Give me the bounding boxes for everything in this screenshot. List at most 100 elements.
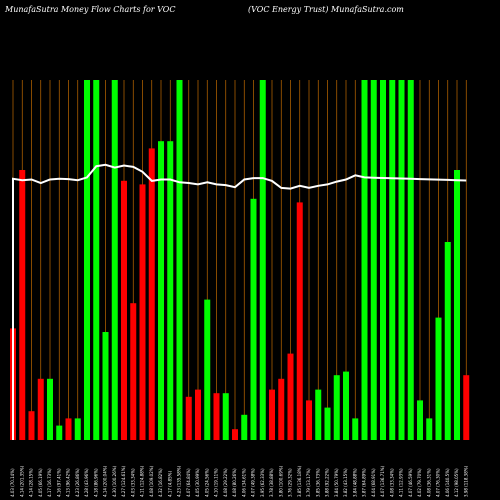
tick-label: 4.28 (43.96%) bbox=[84, 468, 89, 497]
bar bbox=[167, 141, 174, 440]
tick-label: 4.05 (30.99%) bbox=[195, 468, 200, 497]
tick-label: 4.12 (98.05%) bbox=[454, 468, 459, 497]
bar bbox=[74, 418, 81, 440]
tick-label: 4.30 (100.26%) bbox=[112, 465, 117, 497]
bar bbox=[435, 317, 442, 440]
tick-label: 4.18 (86.96%) bbox=[93, 468, 98, 497]
bar bbox=[444, 242, 451, 440]
bar bbox=[454, 170, 460, 440]
tick-label: 3.98 (118.38%) bbox=[463, 465, 468, 497]
bar bbox=[352, 418, 359, 440]
bar bbox=[278, 378, 285, 440]
tick-label: 4.14 (28.15%) bbox=[29, 468, 34, 497]
tick-label: 4.03 (70.14%) bbox=[10, 468, 15, 497]
bar bbox=[287, 353, 294, 440]
tick-label: 4.08 (80.26%) bbox=[232, 468, 237, 497]
bar bbox=[222, 393, 229, 440]
bar bbox=[380, 80, 386, 440]
tick-label: 3.85 (36.73%) bbox=[315, 468, 320, 497]
tick-label: 4.14 (200.04%) bbox=[103, 465, 108, 497]
bar bbox=[84, 80, 90, 440]
tick-label: 4.07 (64.84%) bbox=[186, 468, 191, 497]
bar bbox=[102, 332, 109, 440]
bar bbox=[426, 418, 433, 440]
tick-label: 4.07 (46.59%) bbox=[408, 468, 413, 497]
bar bbox=[37, 378, 44, 440]
bar bbox=[417, 400, 423, 440]
tick-label: 4.07 (49.38%) bbox=[251, 468, 256, 497]
tick-label: 4.11 (124.88%) bbox=[140, 465, 145, 497]
tick-label: 4.27 (124.61%) bbox=[121, 465, 126, 497]
bar bbox=[333, 375, 340, 440]
tick-label: 3.87 (64.89%) bbox=[362, 468, 367, 497]
tick-label: 3.84 (48.88%) bbox=[352, 468, 357, 497]
bar bbox=[121, 180, 127, 441]
tick-label: 4.06 (140.5%) bbox=[445, 468, 450, 497]
bar bbox=[250, 198, 257, 440]
bar bbox=[463, 375, 470, 440]
bar bbox=[139, 184, 146, 440]
tick-label: 4.23 (26.86%) bbox=[75, 468, 80, 497]
tick-label: 4.17 (16.73%) bbox=[47, 468, 52, 497]
tick-label: 4.08 (29.22%) bbox=[223, 468, 228, 497]
tick-label: 4.07 (136.71%) bbox=[380, 465, 385, 497]
tick-label: 4.02 (79.70%) bbox=[417, 468, 422, 497]
tick-label: 3.84 (50.79%) bbox=[334, 468, 339, 497]
bar bbox=[28, 411, 35, 440]
tick-label: 3.95 (62.33%) bbox=[260, 468, 265, 497]
tick-label: 4.08 (33.34%) bbox=[389, 468, 394, 497]
tick-label: 3.88 (92.22%) bbox=[325, 468, 330, 497]
tick-label: 3.79 (13.17%) bbox=[306, 468, 311, 497]
tick-label: 4.23 (135.58%) bbox=[177, 465, 182, 497]
bar bbox=[185, 396, 192, 440]
bar bbox=[324, 407, 331, 440]
price-line bbox=[12, 163, 467, 440]
tick-label: 3.78 (38.88%) bbox=[269, 468, 274, 497]
bar bbox=[213, 393, 220, 440]
bar bbox=[111, 80, 118, 440]
bar bbox=[65, 418, 72, 440]
bar bbox=[56, 425, 63, 440]
chart-title: MunafaSutra Money Flow Charts for VOC bbox=[4, 5, 175, 14]
bar bbox=[306, 400, 312, 440]
bar bbox=[398, 80, 405, 440]
bar bbox=[296, 202, 303, 440]
bar bbox=[315, 389, 322, 440]
bar bbox=[158, 141, 164, 440]
bar bbox=[241, 414, 248, 440]
bar bbox=[19, 170, 26, 440]
tick-label: 4.05 (66.19%) bbox=[38, 468, 43, 497]
tick-label: 4.03 (33.34%) bbox=[130, 468, 135, 497]
bars bbox=[10, 80, 470, 441]
bar bbox=[259, 80, 266, 440]
bar bbox=[195, 389, 201, 440]
bar bbox=[130, 303, 137, 440]
series-line bbox=[12, 163, 467, 440]
bar bbox=[47, 378, 53, 440]
bar bbox=[148, 148, 155, 440]
bar bbox=[176, 80, 183, 440]
tick-label: 4.05 (24.56%) bbox=[204, 468, 209, 497]
tick-label: 4.14 (201.35%) bbox=[19, 465, 24, 497]
tick-label: 4.04 (68.91%) bbox=[371, 468, 376, 497]
tick-label: 4.08 (109.02%) bbox=[149, 465, 154, 497]
bar bbox=[343, 371, 349, 440]
chart-subtitle: (VOC Energy Trust) MunafaSutra.com bbox=[248, 5, 404, 14]
bar bbox=[361, 80, 368, 440]
bar bbox=[93, 80, 100, 440]
x-tick-labels: 4.03 (70.14%) 4.14 (201.35%) 4.14 (28.15%)… bbox=[10, 465, 468, 497]
tick-label: 4.08 (36.31%) bbox=[426, 468, 431, 497]
tick-label: 4.32 (16.82%) bbox=[158, 468, 163, 497]
tick-label: 3.80 (100.69%) bbox=[278, 465, 283, 497]
tick-label: 4.13 (96.42%) bbox=[66, 468, 71, 497]
tick-label: 3.82 (43.15%) bbox=[343, 468, 348, 497]
tick-label: 4.11 (12.93%) bbox=[399, 468, 404, 497]
tick-label: 3.76 (29.32%) bbox=[288, 468, 293, 497]
tick-label: 4.07 (76.30%) bbox=[436, 468, 441, 497]
tick-label: 3.85 (136.18%) bbox=[297, 465, 302, 497]
tick-label: 4.06 (34.61%) bbox=[241, 468, 246, 497]
tick-label: 4.10 (19.11%) bbox=[214, 468, 219, 497]
bar bbox=[407, 80, 414, 440]
